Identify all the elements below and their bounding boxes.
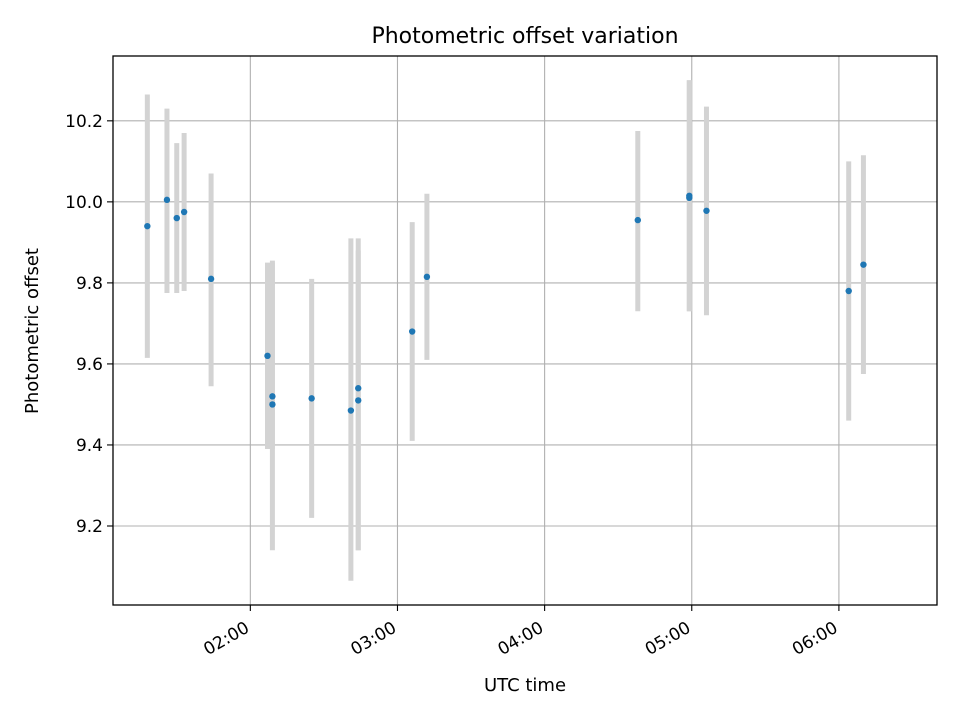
x-axis: 02:00 03:00 04:00 05:00 06:00 xyxy=(200,605,841,660)
y-tick-label: 9.8 xyxy=(76,274,103,294)
data-point xyxy=(180,208,188,216)
data-point xyxy=(163,196,171,204)
data-point xyxy=(144,222,151,230)
data-point xyxy=(845,287,852,295)
y-axis-label: Photometric offset xyxy=(22,248,43,414)
data-point xyxy=(308,395,315,402)
error-bars xyxy=(144,80,866,581)
x-tick-label: 05:00 xyxy=(642,618,694,660)
data-point xyxy=(686,194,693,202)
data-point xyxy=(207,275,215,283)
x-tick-label: 02:00 xyxy=(200,618,252,660)
x-tick-label: 04:00 xyxy=(495,618,547,660)
data-point xyxy=(423,273,431,281)
chart-title: Photometric offset variation xyxy=(371,24,678,49)
y-tick-label: 9.2 xyxy=(76,517,103,537)
y-axis: 9.2 9.4 9.6 9.8 10.0 10.2 xyxy=(65,112,113,537)
plot-frame xyxy=(112,55,938,606)
data-point xyxy=(264,352,271,360)
data-point xyxy=(703,207,710,214)
data-points xyxy=(144,192,867,414)
data-point xyxy=(347,407,355,414)
data-point xyxy=(355,397,362,404)
y-tick-label: 10.0 xyxy=(65,193,103,213)
data-point xyxy=(173,214,180,222)
x-tick-label: 03:00 xyxy=(348,618,400,660)
data-point xyxy=(269,401,276,408)
data-point xyxy=(634,216,642,224)
x-tick-label: 06:00 xyxy=(789,618,841,660)
y-tick-label: 10.2 xyxy=(65,112,103,132)
grid xyxy=(113,56,937,605)
y-tick-label: 9.4 xyxy=(76,436,103,456)
data-point xyxy=(269,393,276,400)
data-point xyxy=(860,261,867,268)
x-axis-label: UTC time xyxy=(484,675,566,696)
data-point xyxy=(408,328,416,335)
data-point xyxy=(355,385,362,392)
y-tick-label: 9.6 xyxy=(76,355,103,375)
